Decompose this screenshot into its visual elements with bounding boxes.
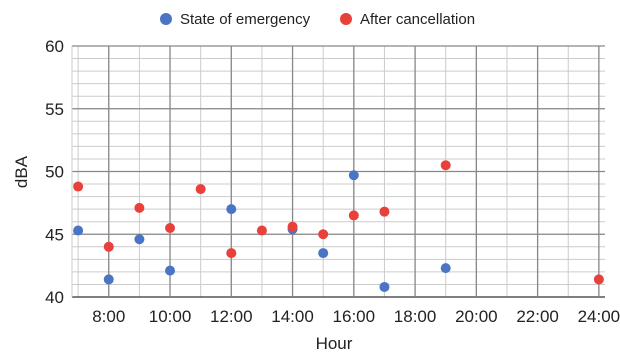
y-tick-labels: 40 45 50 55 60: [45, 37, 64, 307]
point-state-of-emergency: [134, 234, 145, 245]
point-after-cancellation: [73, 181, 84, 192]
y-tick-label: 50: [45, 163, 64, 182]
point-after-cancellation: [287, 221, 298, 232]
legend-marker-after-cancellation: [340, 13, 352, 25]
point-after-cancellation: [195, 184, 206, 195]
point-after-cancellation: [348, 210, 359, 221]
x-tick-label: 18:00: [394, 307, 437, 326]
grid: [71, 45, 605, 298]
data-points: [73, 160, 604, 292]
y-tick-label: 40: [45, 288, 64, 307]
point-after-cancellation: [165, 222, 176, 233]
point-after-cancellation: [134, 202, 145, 213]
x-tick-label: 12:00: [210, 307, 253, 326]
point-after-cancellation: [318, 229, 329, 240]
point-after-cancellation: [226, 248, 237, 259]
x-axis-title: Hour: [316, 334, 353, 353]
y-tick-label: 60: [45, 37, 64, 56]
x-tick-label: 8:00: [92, 307, 125, 326]
point-state-of-emergency: [226, 204, 237, 215]
x-tick-label: 16:00: [333, 307, 376, 326]
legend-marker-state-of-emergency: [160, 13, 172, 25]
point-state-of-emergency: [165, 265, 176, 276]
legend: State of emergency After cancellation: [160, 11, 475, 28]
y-tick-label: 45: [45, 225, 64, 244]
point-after-cancellation: [256, 225, 267, 236]
point-state-of-emergency: [348, 170, 359, 181]
point-after-cancellation: [593, 274, 604, 285]
x-tick-label: 14:00: [271, 307, 314, 326]
x-tick-label: 24:00: [578, 307, 620, 326]
point-after-cancellation: [103, 241, 114, 252]
x-tick-label: 10:00: [149, 307, 192, 326]
point-after-cancellation: [379, 206, 390, 217]
point-state-of-emergency: [73, 225, 84, 236]
point-after-cancellation: [440, 160, 451, 171]
legend-label-after-cancellation: After cancellation: [360, 11, 475, 28]
y-tick-label: 55: [45, 100, 64, 119]
x-tick-labels: 8:00 10:00 12:00 14:00 16:00 18:00 20:00 22:00 2…: [92, 307, 620, 326]
x-tick-label: 22:00: [516, 307, 559, 326]
point-state-of-emergency: [318, 248, 329, 259]
point-state-of-emergency: [440, 263, 451, 274]
legend-label-state-of-emergency: State of emergency: [180, 11, 311, 28]
x-tick-label: 20:00: [455, 307, 498, 326]
point-state-of-emergency: [103, 274, 114, 285]
point-state-of-emergency: [379, 281, 390, 292]
y-axis-title: dBA: [12, 155, 31, 188]
